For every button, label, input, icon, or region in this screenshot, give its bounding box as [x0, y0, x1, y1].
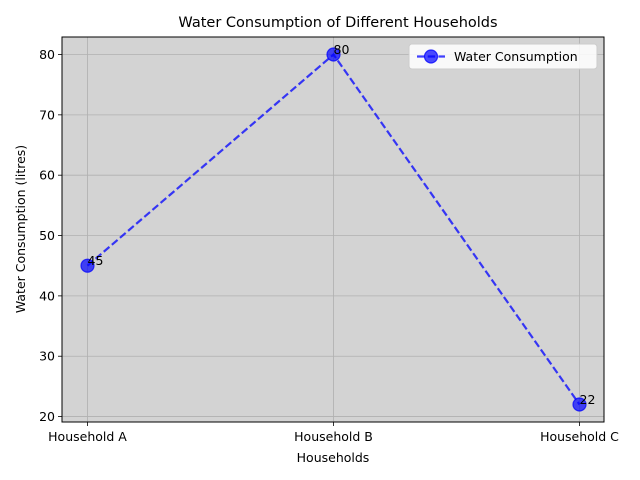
data-label: 80	[334, 42, 350, 57]
chart-title: Water Consumption of Different Household…	[178, 15, 497, 31]
y-tick-label: 30	[39, 349, 55, 364]
y-axis-label: Water Consumption (litres)	[13, 145, 28, 313]
data-point	[80, 258, 95, 273]
data-label: 45	[88, 253, 104, 268]
data-label-layer: 45 80 22	[88, 42, 596, 407]
x-tick-label: Household C	[540, 429, 619, 444]
x-tick-label: Household A	[48, 429, 127, 444]
y-axis: 20 30 40 50 60 70 80	[39, 47, 62, 424]
y-tick-label: 40	[39, 288, 55, 303]
data-label: 22	[580, 392, 596, 407]
y-tick-label: 70	[39, 107, 55, 122]
data-point	[326, 47, 341, 62]
legend-label: Water Consumption	[454, 49, 578, 64]
legend-box	[408, 43, 598, 70]
legend: Water Consumption	[408, 43, 598, 70]
data-point	[572, 397, 587, 412]
x-axis: Household A Household B Household C	[48, 422, 619, 444]
data-point-layer	[80, 47, 587, 412]
x-tick-label: Household B	[294, 429, 373, 444]
y-tick-label: 20	[39, 409, 55, 424]
y-tick-label: 80	[39, 47, 55, 62]
y-tick-label: 50	[39, 228, 55, 243]
plot-frame	[61, 36, 605, 423]
x-axis-label: Households	[297, 450, 370, 465]
legend-marker-swatch	[423, 49, 439, 64]
y-tick-label: 60	[39, 168, 55, 183]
plot-area	[62, 37, 604, 422]
